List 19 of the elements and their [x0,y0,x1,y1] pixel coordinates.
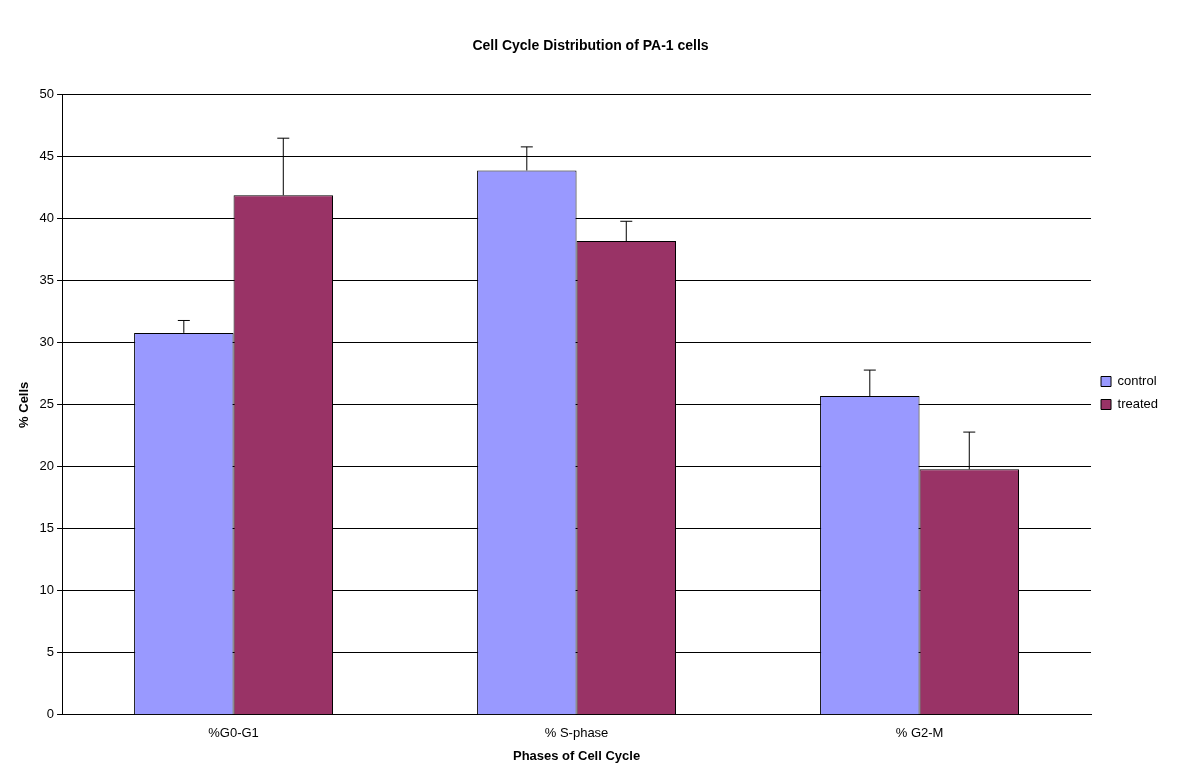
y-tick-label: 45 [39,148,55,164]
chart-title: Cell Cycle Distribution of PA-1 cells [472,37,709,54]
legend-label: control [1117,373,1157,389]
x-axis-title: Phases of Cell Cycle [512,747,641,763]
y-tick-label: 15 [39,520,55,536]
y-tick-label: 20 [39,458,55,474]
y-tick-label: 10 [39,582,55,598]
y-axis-title: % Cells [16,381,32,428]
x-tick-label: %G0-G1 [208,725,259,741]
y-tick-label: 50 [39,86,55,102]
y-tick-label: 35 [39,272,55,288]
y-tick-label: 0 [46,706,55,722]
legend-label: treated [1117,396,1159,412]
y-tick-label: 40 [39,210,55,226]
x-tick-label: % S-phase [544,725,609,741]
x-tick-label: % G2-M [895,725,944,741]
y-tick-label: 30 [39,334,55,350]
y-tick-label: 25 [39,396,55,412]
y-tick-label: 5 [46,644,55,660]
